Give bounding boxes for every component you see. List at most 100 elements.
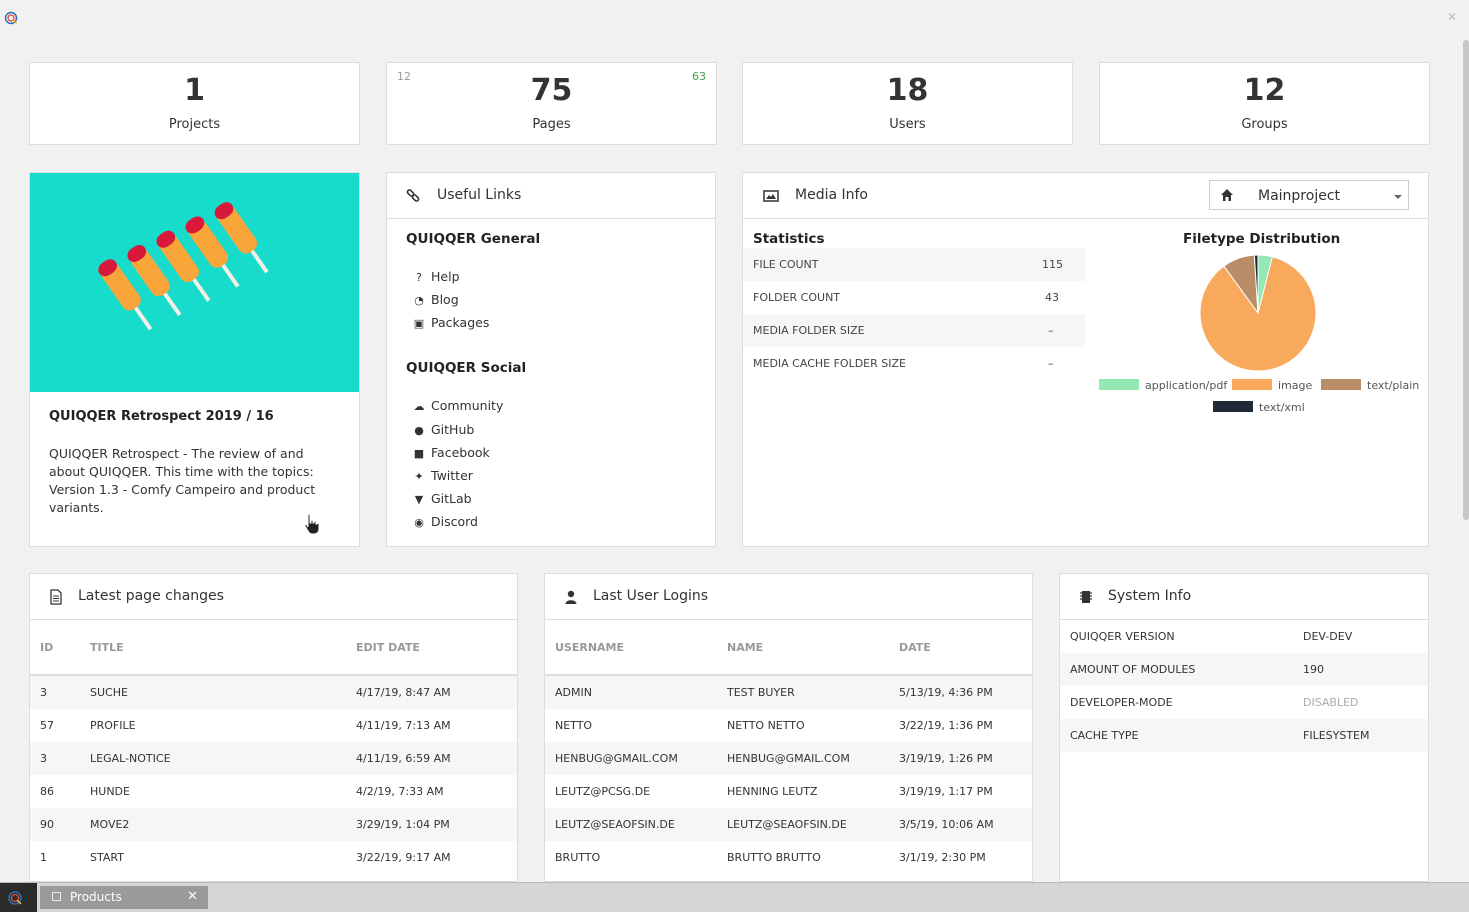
stat-key: FILE COUNT	[753, 258, 819, 271]
cell-id: 1	[40, 851, 47, 864]
rss-icon: ◔	[414, 294, 424, 307]
link-label: Facebook	[431, 445, 490, 460]
stat-users[interactable]: 18 Users	[742, 62, 1073, 145]
pie-slice-text-xml[interactable]	[1253, 254, 1259, 314]
project-select[interactable]: Mainproject	[1209, 180, 1409, 210]
stat-pages[interactable]: 12 63 75 Pages	[386, 62, 717, 145]
legend-item[interactable]: text/plain	[1321, 379, 1419, 392]
pie-slice-image[interactable]	[1199, 256, 1317, 372]
link-twitter[interactable]: ✦ Twitter	[412, 468, 473, 488]
table-row[interactable]: HENBUG@GMAIL.COM HENBUG@GMAIL.COM 3/19/19,…	[545, 742, 1032, 775]
table-row[interactable]: BRUTTO BRUTTO BRUTTO 3/1/19, 2:30 PM	[545, 841, 1032, 874]
cell-date: 3/22/19, 9:17 AM	[356, 851, 451, 864]
close-icon[interactable]: ✕	[187, 889, 198, 904]
cell-date: 3/19/19, 1:17 PM	[899, 785, 993, 798]
stat-key: FOLDER COUNT	[753, 291, 841, 304]
facebook-icon: ■	[413, 447, 425, 460]
taskbar-tab-label: Products	[70, 890, 122, 904]
link-discord[interactable]: ◉ Discord	[412, 514, 478, 534]
panel-header: Last User Logins	[545, 574, 1032, 620]
table-row[interactable]: ADMIN TEST BUYER 5/13/19, 4:36 PM	[545, 676, 1032, 709]
legend-item[interactable]: application/pdf	[1099, 379, 1227, 392]
legend-item[interactable]: text/xml	[1213, 401, 1305, 414]
link-blog[interactable]: ◔ Blog	[412, 292, 458, 312]
column-header-edit-date[interactable]: EDIT DATE	[356, 641, 420, 654]
cell-title: PROFILE	[90, 719, 136, 732]
blog-title[interactable]: QUIQQER Retrospect 2019 / 16	[49, 409, 274, 424]
system-value: 190	[1303, 663, 1324, 676]
link-help[interactable]: ? Help	[412, 269, 460, 289]
column-header-date[interactable]: DATE	[899, 641, 931, 654]
window-close-icon[interactable]: ✕	[1446, 10, 1457, 24]
media-stat-row: FILE COUNT 115	[743, 248, 1085, 281]
table-row[interactable]: 3 SUCHE 4/17/19, 8:47 AM	[30, 676, 517, 709]
microchip-icon	[1080, 591, 1092, 603]
stat-label: Users	[889, 117, 926, 132]
github-icon: ●	[414, 424, 424, 437]
scrollbar[interactable]	[1463, 40, 1469, 520]
chevron-down-icon	[1394, 195, 1402, 199]
panel-title: Last User Logins	[593, 588, 709, 604]
panel-header: System Info	[1060, 574, 1428, 620]
link-label: Help	[431, 269, 460, 284]
comments-icon: ☁	[413, 400, 425, 413]
system-value: DEV-DEV	[1303, 630, 1353, 643]
table-row[interactable]: LEUTZ@PCSG.DE HENNING LEUTZ 3/19/19, 1:17 …	[545, 775, 1032, 808]
stat-key: MEDIA FOLDER SIZE	[753, 324, 865, 337]
link-packages[interactable]: ▣ Packages	[412, 315, 490, 335]
link-icon	[406, 189, 420, 202]
column-header-username[interactable]: USERNAME	[555, 641, 625, 654]
link-gitlab[interactable]: ▼ GitLab	[412, 491, 472, 511]
start-button[interactable]	[0, 883, 37, 912]
blog-card[interactable]: QUIQQER Retrospect 2019 / 16 QUIQQER Ret…	[29, 172, 360, 547]
link-community[interactable]: ☁ Community	[412, 398, 504, 418]
taskbar-tab-products[interactable]: Products ✕	[40, 886, 208, 909]
stat-value: 18	[886, 73, 929, 108]
link-github[interactable]: ● GitHub	[412, 422, 474, 442]
panel-title: Latest page changes	[78, 588, 224, 604]
filetype-pie-chart	[1199, 254, 1317, 372]
stat-groups[interactable]: 12 Groups	[1099, 62, 1430, 145]
app-topbar: ✕	[0, 0, 1469, 38]
cell-id: 86	[40, 785, 54, 798]
column-header-title[interactable]: TITLE	[90, 641, 124, 654]
stat-value: 43	[1045, 291, 1059, 304]
link-facebook[interactable]: ■ Facebook	[412, 445, 490, 465]
system-row: CACHE TYPE FILESYSTEM	[1060, 719, 1428, 752]
blog-image[interactable]	[30, 173, 359, 392]
quiqqer-logo-icon[interactable]	[4, 11, 18, 25]
cell-username: BRUTTO	[555, 851, 601, 864]
stat-projects[interactable]: 1 Projects	[29, 62, 360, 145]
column-header-id[interactable]: ID	[40, 641, 54, 654]
stat-value: 115	[1042, 258, 1063, 271]
table-row[interactable]: 3 LEGAL-NOTICE 4/11/19, 6:59 AM	[30, 742, 517, 775]
table-row[interactable]: NETTO NETTO NETTO 3/22/19, 1:36 PM	[545, 709, 1032, 742]
panel-header: Latest page changes	[30, 574, 517, 620]
user-logins-panel: Last User Logins USERNAME NAME DATE ADMI…	[544, 573, 1033, 882]
cell-date: 3/5/19, 10:06 AM	[899, 818, 994, 831]
gitlab-icon: ▼	[414, 493, 424, 506]
column-header-name[interactable]: NAME	[727, 641, 764, 654]
cell-id: 3	[40, 686, 47, 699]
cell-title: HUNDE	[90, 785, 130, 798]
legend-swatch	[1099, 379, 1139, 390]
legend-item[interactable]: image	[1232, 379, 1312, 392]
media-info-panel: Media Info Mainproject Statistics FILE C…	[742, 172, 1429, 547]
table-header: ID TITLE EDIT DATE	[30, 620, 517, 676]
twitter-icon: ✦	[414, 470, 424, 483]
media-stat-row: MEDIA CACHE FOLDER SIZE –	[743, 347, 1085, 380]
table-row[interactable]: 1 START 3/22/19, 9:17 AM	[30, 841, 517, 874]
system-key: DEVELOPER-MODE	[1070, 696, 1173, 709]
cell-date: 4/2/19, 7:33 AM	[356, 785, 444, 798]
link-label: GitHub	[431, 422, 475, 437]
blog-text: QUIQQER Retrospect - The review of and a…	[49, 446, 316, 515]
legend-label: image	[1278, 379, 1313, 392]
stat-label: Projects	[168, 117, 221, 132]
cell-title: MOVE2	[90, 818, 130, 831]
table-row[interactable]: 57 PROFILE 4/11/19, 7:13 AM	[30, 709, 517, 742]
stat-label: Groups	[1241, 117, 1288, 132]
cell-name: HENNING LEUTZ	[727, 785, 818, 798]
table-row[interactable]: 86 HUNDE 4/2/19, 7:33 AM	[30, 775, 517, 808]
table-row[interactable]: 90 MOVE2 3/29/19, 1:04 PM	[30, 808, 517, 841]
table-row[interactable]: LEUTZ@SEAOFSIN.DE LEUTZ@SEAOFSIN.DE 3/5/19…	[545, 808, 1032, 841]
